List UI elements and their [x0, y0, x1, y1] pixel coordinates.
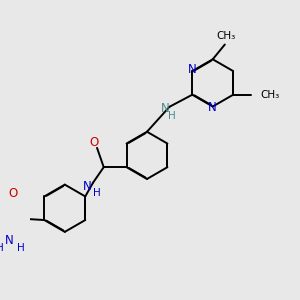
- Text: N: N: [188, 63, 197, 76]
- Text: O: O: [90, 136, 99, 149]
- Text: N: N: [83, 180, 92, 193]
- Text: N: N: [161, 102, 170, 115]
- Text: N: N: [208, 101, 217, 114]
- Text: N: N: [4, 234, 13, 247]
- Text: O: O: [8, 187, 18, 200]
- Text: CH₃: CH₃: [260, 90, 279, 100]
- Text: CH₃: CH₃: [217, 31, 236, 40]
- Text: H: H: [17, 243, 25, 253]
- Text: H: H: [168, 111, 176, 121]
- Text: H: H: [93, 188, 101, 199]
- Text: H: H: [0, 243, 4, 253]
